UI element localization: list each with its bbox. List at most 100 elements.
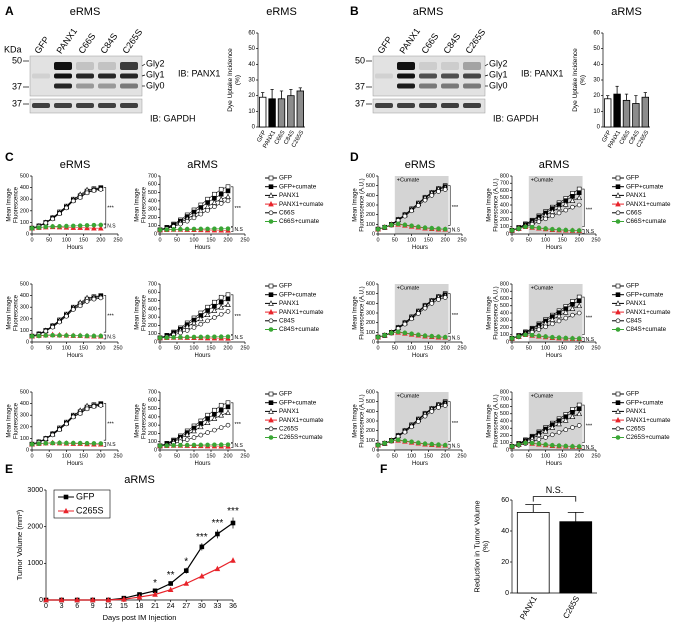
data-point — [64, 440, 69, 446]
mw-marker: 50 — [355, 55, 365, 65]
band — [397, 73, 415, 79]
y-tick-label: 300 — [20, 305, 29, 311]
data-point — [57, 319, 62, 325]
legend-label: C66S — [279, 209, 295, 216]
legend-marker — [615, 292, 621, 298]
y-tick-label: 60 — [248, 31, 255, 37]
data-point — [556, 204, 562, 211]
legend-label: C66S+cumate — [279, 218, 320, 225]
legend-label: PANX1+cumate — [626, 309, 671, 316]
data-point — [98, 295, 104, 301]
legend-label: GFP — [279, 283, 292, 290]
data-point — [98, 222, 104, 228]
annotation: *** — [235, 206, 242, 212]
legend-marker — [615, 408, 621, 414]
data-point — [550, 226, 555, 232]
sig-bracket — [231, 227, 234, 232]
legend-marker — [268, 200, 274, 207]
legend-marker — [268, 219, 274, 224]
data-point — [191, 435, 197, 440]
data-point — [43, 436, 49, 442]
y-tick-label: 200 — [500, 325, 509, 331]
data-point — [198, 321, 204, 327]
data-point — [562, 417, 569, 423]
legend-marker — [268, 292, 274, 298]
y-tick-label: 200 — [366, 428, 375, 434]
band — [441, 73, 459, 79]
y-tick-label: 100 — [366, 438, 375, 444]
x-axis-label: Hours — [67, 461, 83, 467]
sig-bracket — [103, 223, 107, 229]
x-axis-label: Hours — [546, 461, 562, 467]
data-point — [556, 210, 562, 216]
y-tick-label: 700 — [148, 389, 157, 395]
x-tick-label: 150 — [79, 345, 88, 351]
bar — [632, 103, 640, 128]
panel-label: E — [5, 462, 13, 476]
band — [76, 62, 94, 70]
data-point — [422, 225, 428, 231]
data-point — [184, 328, 190, 333]
data-point — [205, 442, 210, 448]
chart-title: aRMS — [124, 474, 155, 486]
bar — [516, 512, 550, 594]
legend-marker — [615, 300, 621, 306]
data-point — [98, 441, 104, 446]
data-point — [204, 311, 211, 317]
data-point — [563, 315, 569, 321]
x-axis-label: Hours — [194, 461, 210, 467]
legend-label: GFP+cumate — [626, 183, 664, 190]
data-point — [212, 427, 217, 433]
y-tick-label: 600 — [366, 389, 375, 395]
data-point — [576, 202, 582, 208]
y-tick-label: 700 — [148, 281, 157, 287]
annotation: *** — [107, 421, 114, 427]
band-label: Gly1 — [146, 69, 165, 79]
band — [98, 62, 116, 70]
x-tick-label: 0 — [158, 237, 161, 243]
data-point — [509, 228, 515, 233]
y-axis-label: (%) — [235, 75, 242, 85]
bar — [287, 95, 295, 128]
data-point — [389, 438, 394, 444]
mw-marker: 37 — [12, 81, 22, 91]
data-point — [164, 227, 170, 232]
data-point — [198, 432, 204, 438]
data-point — [576, 190, 582, 195]
x-tick-label: 250 — [457, 345, 466, 351]
x-tick-label: 200 — [96, 453, 105, 459]
data-point — [416, 311, 421, 316]
data-point — [212, 299, 217, 305]
lane-label: GFP — [375, 35, 394, 56]
mw-marker: 37 — [12, 98, 22, 108]
legend-label: C265S — [76, 505, 104, 515]
data-point — [50, 432, 55, 438]
y-tick-label: 0 — [154, 447, 157, 453]
y-tick-label: 800 — [500, 281, 509, 287]
sig-bracket — [448, 401, 451, 442]
band — [419, 103, 437, 108]
y-tick-label: 10 — [248, 109, 255, 115]
data-point — [563, 335, 569, 341]
panel-label: C — [5, 150, 14, 164]
y-tick-label: 30 — [593, 78, 600, 84]
data-point — [570, 425, 575, 430]
data-point — [556, 443, 562, 448]
band — [54, 73, 72, 79]
data-point — [422, 441, 428, 447]
mw-marker: 37 — [355, 98, 365, 108]
y-tick-label: 30 — [248, 78, 255, 84]
shade-label: +Cumate — [531, 177, 553, 183]
y-tick-label: 2000 — [27, 524, 43, 531]
data-point — [416, 203, 421, 208]
data-point — [167, 586, 174, 593]
data-point — [562, 309, 569, 315]
data-point — [191, 226, 197, 232]
x-tick-label: 200 — [441, 453, 450, 459]
band — [32, 103, 50, 108]
y-axis-label: Fluorescence (A.U.) — [360, 178, 366, 231]
data-point — [152, 591, 158, 597]
x-axis-label: Hours — [546, 245, 562, 251]
data-point — [382, 440, 388, 446]
y-tick-label: 600 — [148, 398, 157, 404]
